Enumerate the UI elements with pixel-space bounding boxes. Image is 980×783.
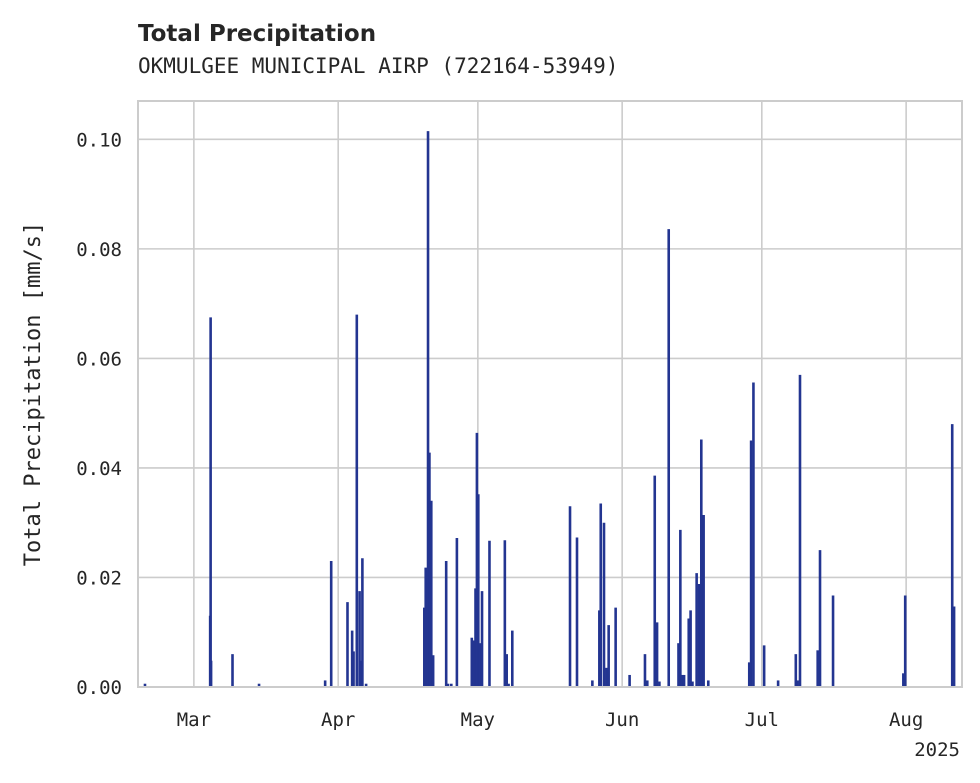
- y-tick-labels: 0.00 0.02 0.04 0.06 0.08 0.10: [76, 129, 122, 699]
- chart-subtitle: OKMULGEE MUNICIPAL AIRP (722164-53949): [138, 54, 618, 78]
- plot-frame: [137, 100, 963, 688]
- y-tick-label: 0.02: [76, 567, 122, 589]
- bar-layer: [143, 131, 956, 687]
- y-tick-label: 0.00: [76, 677, 122, 699]
- y-tick-label: 0.06: [76, 348, 122, 370]
- y-tick-label: 0.04: [76, 458, 122, 480]
- x-tick-labels: Mar Apr May Jun Jul Aug: [177, 709, 924, 731]
- chart-title: Total Precipitation: [138, 21, 376, 47]
- x-tick-label: Aug: [889, 709, 923, 731]
- y-axis-label: Total Precipitation [mm/s]: [21, 222, 46, 566]
- grid-layer: [138, 101, 962, 687]
- y-tick-label: 0.08: [76, 239, 122, 261]
- x-tick-label: Jul: [745, 709, 779, 731]
- x-tick-label: Mar: [177, 709, 211, 731]
- y-tick-label: 0.10: [76, 129, 122, 151]
- x-tick-label: May: [461, 709, 495, 731]
- x-tick-label: Apr: [321, 709, 355, 731]
- x-tick-label: Jun: [605, 709, 639, 731]
- year-label: 2025: [914, 739, 960, 761]
